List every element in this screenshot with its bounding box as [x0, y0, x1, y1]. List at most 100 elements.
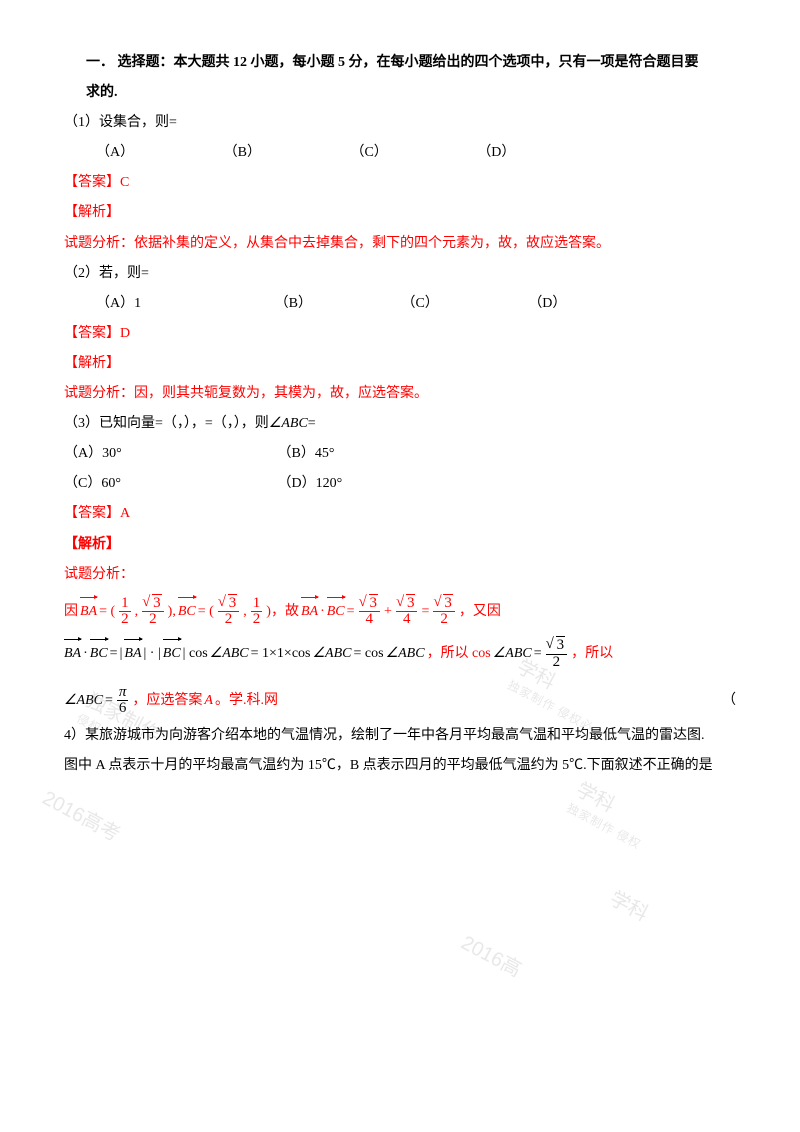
- eq2-frac: 32: [546, 638, 568, 671]
- section-header-line2: 求的.: [64, 78, 736, 108]
- q4-stem: 4）某旅游城市为向游客介绍本地的气温情况，绘制了一年中各月平均最高气温和平均最低…: [64, 721, 736, 751]
- q1-opt-b: （B）: [224, 138, 261, 168]
- q3-answer: 【答案】A: [64, 499, 736, 529]
- eq2-vec-bc2-icon: BC: [163, 639, 181, 669]
- q3-stem: （3）已知向量=（，），=（，），则∠ABC=: [64, 409, 736, 439]
- eq1-f5d: 4: [364, 612, 376, 628]
- q2-opt-a: （A）1: [96, 289, 141, 319]
- eq1-frac4: 12: [251, 596, 263, 629]
- eq1-frac3: 32: [218, 596, 240, 629]
- eq3-fn: π: [117, 685, 129, 702]
- q3-eq2: BA · BC = | BA | · | BC | cos ∠ABC = 1×1…: [64, 638, 736, 671]
- q3-options-row1: （A）30° （B）45°: [64, 439, 736, 469]
- eq1-frac6: 34: [396, 596, 418, 629]
- eq2-angle4: ∠ABC: [493, 639, 532, 669]
- eq2-angle1: ∠ABC: [210, 639, 249, 669]
- eq1-vec-ba-icon: BA: [80, 597, 97, 627]
- q3-eq1: 因 BA = ( 12 , 32 ), BC = ( 32 , 12 )，故 B…: [64, 596, 736, 629]
- eq2-fn: 3: [556, 636, 566, 653]
- eq2-eq2: = cos: [354, 639, 384, 669]
- eq3-frac: π6: [117, 685, 129, 718]
- q3-options-row2: （C）60° （D）120°: [64, 469, 736, 499]
- q1-opt-c: （C）: [350, 138, 387, 168]
- q4-stem2: 图中 A 点表示十月的平均最高气温约为 15℃，B 点表示四月的平均最低气温约为…: [64, 751, 736, 781]
- eq1-f5n: 3: [369, 594, 379, 611]
- q3-eq3-wrapper: ∠ABC = π6 ，应选答案 A 。学.科.网 （: [64, 681, 736, 722]
- sqrt-icon: 3: [220, 596, 238, 612]
- q3-stem-angle: ∠ABC: [269, 416, 308, 431]
- eq3-eq: =: [105, 686, 113, 716]
- q4-line-pre: （: [722, 686, 736, 716]
- watermark-item: 学科: [606, 882, 655, 926]
- eq2-eqf: =: [534, 639, 542, 669]
- exam-page: 一． 选择题：本大题共 12 小题，每小题 5 分，在每小题给出的四个选项中，只…: [0, 0, 800, 821]
- sqrt-icon: 3: [361, 596, 379, 612]
- sqrt-icon: 3: [435, 596, 453, 612]
- eq1-f1d: 2: [119, 612, 131, 628]
- q3-opt-a: （A）30°: [64, 439, 274, 469]
- eq1-frac2: 32: [142, 596, 164, 629]
- q1-analysis-label: 【解析】: [64, 198, 736, 228]
- sqrt-icon: 3: [144, 596, 162, 612]
- eq1-dot-sym: ·: [320, 597, 325, 627]
- eq3-A: A: [204, 686, 213, 716]
- q3-stem-pre: （3）已知向量=（，），=（，），则: [64, 416, 269, 431]
- eq2-vec-bc-icon: BC: [90, 639, 108, 669]
- eq2-eq1: = 1×1×cos: [251, 639, 311, 669]
- eq1-eq2: = (: [198, 597, 214, 627]
- q3-analysis-label: 【解析】: [64, 530, 736, 560]
- eq2-tail: ，所以: [571, 639, 613, 669]
- q3-eq3: ∠ABC = π6 ，应选答案 A 。学.科.网: [64, 685, 278, 718]
- eq2-lhs: =: [110, 639, 118, 669]
- eq3-tail1: ，应选答案: [132, 686, 202, 716]
- eq1-frac1: 12: [119, 596, 131, 629]
- eq2-so: ，所以 cos: [427, 639, 491, 669]
- eq2-mid3: | cos: [183, 639, 208, 669]
- eq2-mid2: | · |: [144, 639, 161, 669]
- eq1-f7n: 3: [443, 594, 453, 611]
- q2-opt-b: （B）: [275, 289, 312, 319]
- q3-stem-post: =: [308, 416, 316, 431]
- q3-opt-d: （D）120°: [278, 469, 343, 499]
- sqrt-icon: 3: [398, 596, 416, 612]
- eq1-f3d: 2: [223, 612, 235, 628]
- q2-options: （A）1 （B） （C） （D）: [64, 289, 736, 319]
- q3-opt-b: （B）45°: [278, 439, 335, 469]
- eq1-frac7: 32: [433, 596, 455, 629]
- eq1-close2: )，故: [266, 597, 299, 627]
- eq1-comma2: ,: [243, 597, 247, 627]
- eq2-angle2: ∠ABC: [313, 639, 352, 669]
- eq1-frac5: 34: [359, 596, 381, 629]
- q2-opt-d: （D）: [528, 289, 566, 319]
- eq1-f4n: 1: [251, 596, 263, 613]
- eq2-vec-ba-icon: BA: [64, 639, 81, 669]
- eq3-angle: ∠ABC: [64, 686, 103, 716]
- eq1-vec-ba2-icon: BA: [301, 597, 318, 627]
- eq1-eq: = (: [99, 597, 115, 627]
- eq1-f2d: 2: [147, 612, 159, 628]
- eq1-dotexpr: =: [347, 597, 355, 627]
- eq1-vec-bc-icon: BC: [178, 597, 196, 627]
- eq1-f7d: 2: [438, 612, 450, 628]
- eq3-fd: 6: [117, 701, 129, 717]
- eq1-vec-bc2-icon: BC: [327, 597, 345, 627]
- q2-answer: 【答案】D: [64, 319, 736, 349]
- eq1-f3n: 3: [228, 594, 238, 611]
- q1-options: （A） （B） （C） （D）: [64, 138, 736, 168]
- q2-analysis-label: 【解析】: [64, 349, 736, 379]
- watermark-item: 2016高: [457, 927, 528, 983]
- eq1-eq3: =: [421, 597, 429, 627]
- eq1-f6d: 4: [401, 612, 413, 628]
- q2-opt-c: （C）: [401, 289, 438, 319]
- q2-stem: （2）若，则=: [64, 259, 736, 289]
- eq1-pre: 因: [64, 597, 78, 627]
- sqrt-icon: 3: [548, 638, 566, 654]
- q1-opt-d: （D）: [477, 138, 515, 168]
- q1-answer: 【答案】C: [64, 168, 736, 198]
- eq1-plus: +: [384, 597, 392, 627]
- eq2-fd: 2: [551, 655, 563, 671]
- q3-opt-c: （C）60°: [64, 469, 274, 499]
- q1-opt-a: （A）: [96, 138, 134, 168]
- eq1-close1: ),: [168, 597, 176, 627]
- eq2-vec-ba2-icon: BA: [124, 639, 141, 669]
